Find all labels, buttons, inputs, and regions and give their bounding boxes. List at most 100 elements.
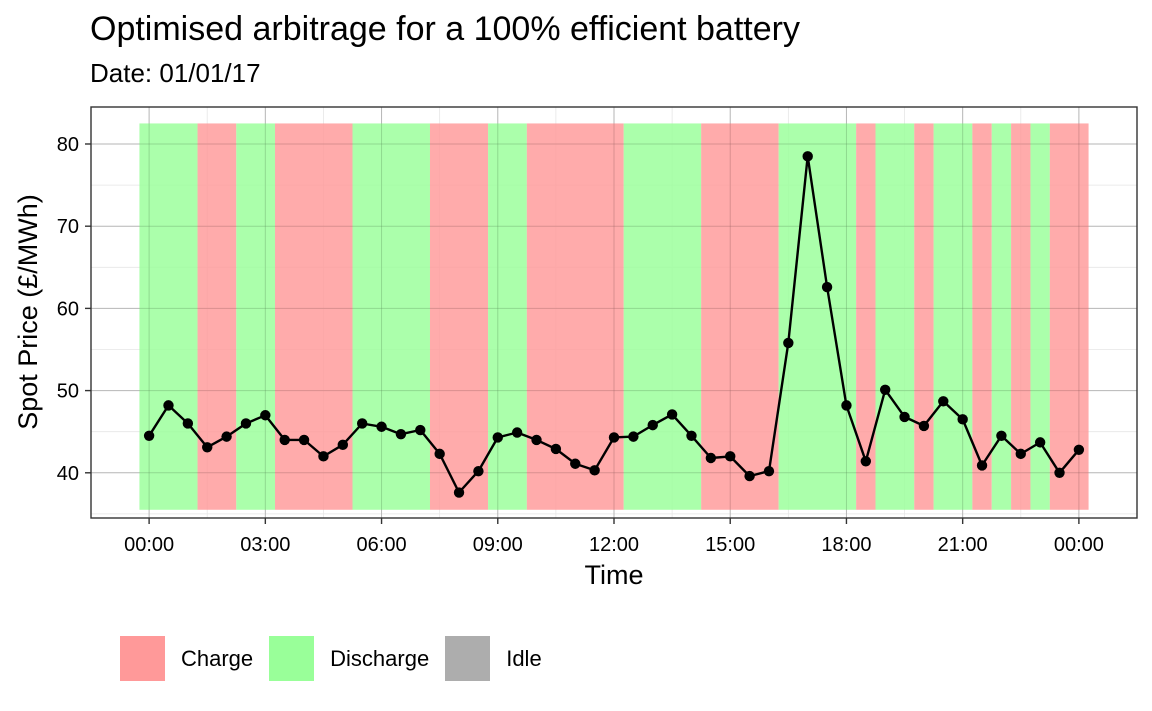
price-point <box>1073 444 1085 455</box>
price-point <box>415 424 426 436</box>
chart-subtitle: Date: 01/01/17 <box>90 58 261 88</box>
price-point <box>163 400 174 411</box>
price-point <box>570 458 581 469</box>
legend-label: Charge <box>181 645 254 671</box>
price-point <box>628 431 639 442</box>
x-tick-label: 00:00 <box>1054 534 1104 556</box>
price-point <box>899 411 910 423</box>
price-point <box>841 400 852 411</box>
legend-item-idle: Idle <box>445 636 542 681</box>
price-point <box>821 281 833 293</box>
price-series <box>143 151 1085 498</box>
legend-swatch <box>269 636 315 681</box>
x-tick-label: 03:00 <box>240 534 290 556</box>
price-point <box>221 431 232 442</box>
x-tick-label: 00:00 <box>124 534 174 556</box>
price-point <box>802 151 813 162</box>
legend-item-discharge: Discharge <box>269 636 429 681</box>
price-point <box>337 439 349 451</box>
price-point <box>783 337 794 349</box>
price-point <box>434 448 445 460</box>
axes: 40 50 60 70 80 00:00 03:00 06:00 09:00 12:00 15:00… <box>57 134 1104 556</box>
price-point <box>860 456 872 467</box>
price-point <box>938 396 949 407</box>
band-charge <box>526 123 624 510</box>
band-discharge <box>488 123 527 510</box>
price-point <box>705 452 717 464</box>
band-charge <box>701 123 779 510</box>
band-discharge <box>236 123 276 510</box>
price-point <box>376 421 387 432</box>
price-point <box>918 420 930 432</box>
price-point <box>996 430 1007 441</box>
price-point <box>356 418 368 429</box>
price-point <box>550 443 562 455</box>
price-point <box>744 470 755 482</box>
y-tick-label: 70 <box>57 216 79 238</box>
y-tick-label: 80 <box>57 134 79 156</box>
price-point <box>318 451 329 462</box>
legend-label: Idle <box>506 645 542 671</box>
x-tick-label: 09:00 <box>473 534 523 556</box>
legend-item-charge: Charge <box>120 636 253 681</box>
y-tick-label: 40 <box>57 463 79 485</box>
price-point <box>1034 437 1046 448</box>
price-point <box>143 430 155 441</box>
price-point <box>666 409 678 420</box>
price-point <box>453 487 465 498</box>
x-tick-label: 12:00 <box>589 534 639 556</box>
x-tick-label: 06:00 <box>357 534 407 556</box>
price-point <box>492 432 503 443</box>
price-point <box>182 418 194 429</box>
legend-swatch <box>445 636 491 681</box>
price-point <box>879 384 891 395</box>
legend-swatch <box>120 636 165 681</box>
y-tick-label: 60 <box>57 298 79 320</box>
price-point <box>202 442 213 453</box>
band-charge <box>1011 123 1031 510</box>
band-charge <box>972 123 992 510</box>
band-charge <box>856 123 876 510</box>
price-point <box>240 418 252 429</box>
band-discharge <box>352 123 430 510</box>
band-charge <box>429 123 489 510</box>
band-discharge <box>991 123 1012 510</box>
price-point <box>395 428 407 440</box>
legend: Charge Discharge Idle <box>120 636 558 681</box>
state-bands <box>91 107 1137 518</box>
price-point <box>686 430 697 441</box>
legend-label: Discharge <box>330 645 430 671</box>
band-discharge <box>933 123 973 510</box>
price-point <box>279 434 290 446</box>
x-tick-label: 15:00 <box>705 534 755 556</box>
x-axis-title: Time <box>585 560 644 590</box>
band-discharge <box>875 123 915 510</box>
band-charge <box>197 123 237 510</box>
price-point <box>608 432 620 443</box>
price-point <box>1054 467 1065 478</box>
band-charge <box>1049 123 1089 510</box>
band-discharge <box>1030 123 1050 510</box>
band-discharge <box>623 123 702 510</box>
price-point <box>957 414 968 425</box>
price-point <box>1015 448 1026 460</box>
price-point <box>647 419 658 431</box>
price-point <box>298 434 310 446</box>
band-charge <box>914 123 934 510</box>
price-point <box>260 410 271 421</box>
band-charge <box>275 123 353 510</box>
x-tick-label: 18:00 <box>821 534 871 556</box>
price-point <box>725 451 736 462</box>
price-point <box>976 460 988 471</box>
y-tick-label: 50 <box>57 381 79 403</box>
price-point <box>763 465 775 477</box>
price-point <box>511 427 523 438</box>
price-point <box>473 465 484 477</box>
price-point <box>589 465 600 476</box>
y-axis-title: Spot Price (£/MWh) <box>13 194 43 430</box>
price-point <box>531 434 542 446</box>
chart-title: Optimised arbitrage for a 100% efficient… <box>90 10 800 48</box>
x-tick-label: 21:00 <box>938 534 988 556</box>
band-discharge <box>139 123 198 510</box>
